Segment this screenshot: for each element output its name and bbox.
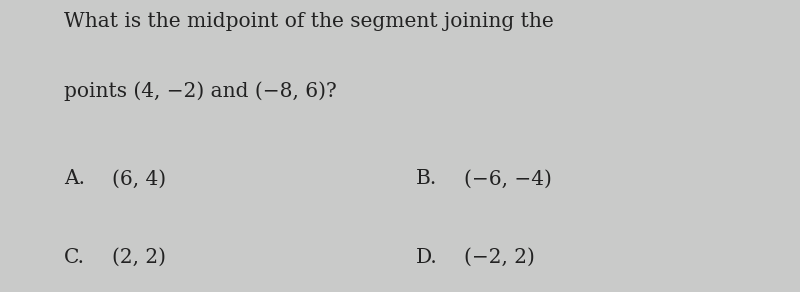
Text: C.: C. [64, 248, 85, 267]
Text: B.: B. [416, 169, 438, 188]
Text: (6, 4): (6, 4) [112, 169, 166, 188]
Text: points (4, −2) and (−8, 6)?: points (4, −2) and (−8, 6)? [64, 82, 337, 101]
Text: A.: A. [64, 169, 85, 188]
Text: What is the midpoint of the segment joining the: What is the midpoint of the segment join… [64, 12, 554, 31]
Text: D.: D. [416, 248, 438, 267]
Text: (−6, −4): (−6, −4) [464, 169, 552, 188]
Text: (−2, 2): (−2, 2) [464, 248, 535, 267]
Text: (2, 2): (2, 2) [112, 248, 166, 267]
